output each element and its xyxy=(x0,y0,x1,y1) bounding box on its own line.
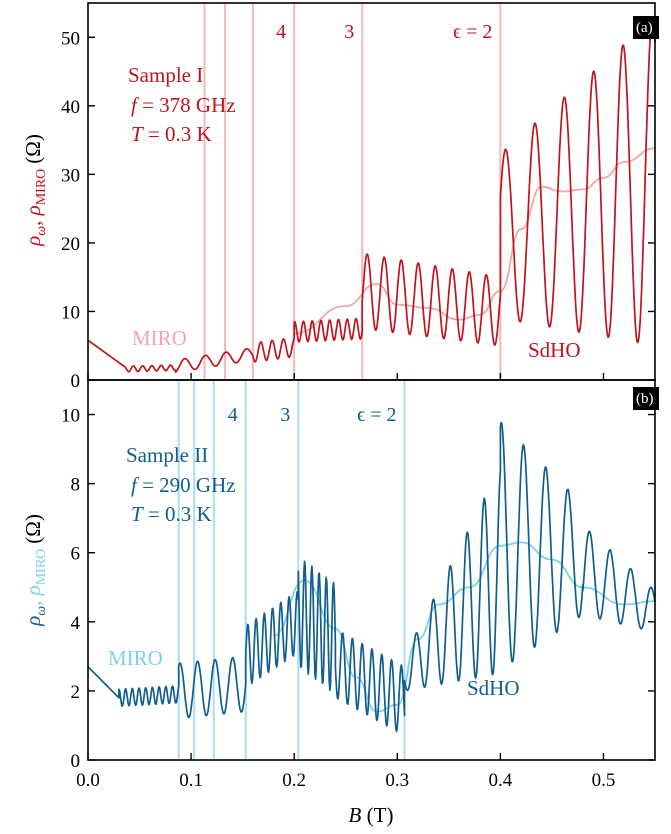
y-axis-title-b: ρω, ρMIRO(Ω) xyxy=(21,514,49,627)
y-title-b-comma: , xyxy=(21,595,45,606)
y-tick-label-b-1: 2 xyxy=(71,682,81,703)
y-tick-label-b-2: 4 xyxy=(71,613,81,634)
y-tick-label-a-2: 20 xyxy=(61,234,80,255)
epsilon-lines-a xyxy=(203,4,502,379)
temperature-a-value: = 0.3 K xyxy=(143,122,212,146)
y-tick-label-a-5: 50 xyxy=(61,28,80,49)
sdho-label-b: SdHO xyxy=(467,676,520,700)
y-title-b-rho2: ρ xyxy=(21,585,45,596)
x-ticks-b: 0.0 0.1 0.2 0.3 0.4 0.5 xyxy=(76,753,615,791)
y-title-b-omega: ω xyxy=(34,606,49,616)
temperature-a-symbol: T xyxy=(131,122,144,146)
temperature-b-value: = 0.3 K xyxy=(143,502,212,526)
epsilon-lines-b xyxy=(177,381,406,759)
rho-omega-curve-a xyxy=(87,18,656,373)
y-title-a-unit: (Ω) xyxy=(21,134,45,164)
panel-tag-a-text: (a) xyxy=(636,20,653,36)
sample-info-a: Sample I f = 378 GHz T = 0.3 K xyxy=(128,63,236,146)
y-axis-title-a: ρω, ρMIRO(Ω) xyxy=(21,134,49,247)
y-ticks-b: 0 2 4 6 8 10 xyxy=(61,406,655,772)
x-tick-label-5: 0.5 xyxy=(592,770,616,791)
x-tick-label-3: 0.3 xyxy=(385,770,409,791)
sdho-label-a: SdHO xyxy=(528,338,581,362)
frequency-b: f = 290 GHz xyxy=(131,473,236,497)
epsilon-labels-b: 4 3 ϵ = 2 xyxy=(228,404,397,426)
temperature-b: T = 0.3 K xyxy=(131,502,212,526)
epsilon-label-a-4: 3 xyxy=(344,21,354,43)
y-tick-label-a-3: 30 xyxy=(61,165,80,186)
epsilon-label-b-3: 4 xyxy=(228,404,238,426)
temperature-b-symbol: T xyxy=(131,502,144,526)
miro-curve-a-group xyxy=(294,147,656,335)
rho-omega-curve-a-group xyxy=(87,18,656,373)
x-tick-label-4: 0.4 xyxy=(488,770,512,791)
epsilon-label-a-5: ϵ = 2 xyxy=(453,21,492,43)
y-tick-label-b-0: 0 xyxy=(71,751,81,772)
frequency-b-value: = 290 GHz xyxy=(137,473,236,497)
y-title-a-comma: , xyxy=(21,215,45,226)
panel-b: 0 2 4 6 8 10 0.0 0.1 0.2 0.3 0.4 0.5 4 3 ϵ = 2 (b) S… xyxy=(21,379,659,827)
x-axis-title: B (T) xyxy=(349,803,394,827)
panel-a: 0 10 20 30 40 50 4 3 ϵ = 2 (a) Sample I f = 378… xyxy=(21,2,659,392)
y-title-a-omega: ω xyxy=(34,226,49,236)
rho-omega-curve-b xyxy=(87,422,656,733)
y-tick-label-b-3: 6 xyxy=(71,544,81,565)
x-tick-label-0: 0.0 xyxy=(76,770,100,791)
y-tick-label-b-5: 10 xyxy=(61,406,80,427)
y-ticks-a: 0 10 20 30 40 50 xyxy=(61,28,655,392)
y-title-a-rho2: ρ xyxy=(21,205,45,216)
panel-tag-b-box xyxy=(633,387,659,410)
miro-curve-b xyxy=(273,541,656,713)
plot-frame-b xyxy=(87,379,656,761)
y-tick-label-a-0: 0 xyxy=(71,371,81,392)
y-title-b-rho1: ρ xyxy=(21,616,45,627)
panel-tag-a: (a) xyxy=(633,16,659,39)
panel-tag-b: (b) xyxy=(633,387,659,410)
y-tick-label-a-4: 40 xyxy=(61,97,80,118)
epsilon-label-b-5: ϵ = 2 xyxy=(357,404,396,426)
x-tick-label-2: 0.2 xyxy=(282,770,306,791)
x-title-unit: (T) xyxy=(361,803,393,827)
x-tick-label-1: 0.1 xyxy=(179,770,203,791)
epsilon-label-a-3: 4 xyxy=(276,21,286,43)
frequency-a: f = 378 GHz xyxy=(131,93,236,117)
miro-curve-a xyxy=(294,147,656,335)
rho-omega-curve-b-group xyxy=(87,422,656,733)
x-title-var: B xyxy=(349,803,362,827)
sample-name-b: Sample II xyxy=(126,443,208,467)
frequency-b-symbol: f xyxy=(131,473,140,497)
epsilon-labels-a: 4 3 ϵ = 2 xyxy=(276,21,492,43)
miro-label-b: MIRO xyxy=(108,646,163,670)
y-tick-label-a-1: 10 xyxy=(61,302,80,323)
y-title-a-rho1: ρ xyxy=(21,236,45,247)
miro-curve-b-group xyxy=(273,541,656,713)
sample-name-a: Sample I xyxy=(128,63,203,87)
panel-tag-b-text: (b) xyxy=(636,391,654,407)
y-title-b-miro: MIRO xyxy=(34,549,49,586)
y-title-a-miro: MIRO xyxy=(34,169,49,206)
sample-info-b: Sample II f = 290 GHz T = 0.3 K xyxy=(126,443,236,526)
miro-label-a: MIRO xyxy=(132,326,187,350)
y-tick-label-b-4: 8 xyxy=(71,475,81,496)
frequency-a-value: = 378 GHz xyxy=(137,93,236,117)
panel-tag-a-box xyxy=(633,16,659,39)
temperature-a: T = 0.3 K xyxy=(131,122,212,146)
y-title-b-unit: (Ω) xyxy=(21,514,45,544)
epsilon-label-b-4: 3 xyxy=(280,404,290,426)
frequency-a-symbol: f xyxy=(131,93,140,117)
